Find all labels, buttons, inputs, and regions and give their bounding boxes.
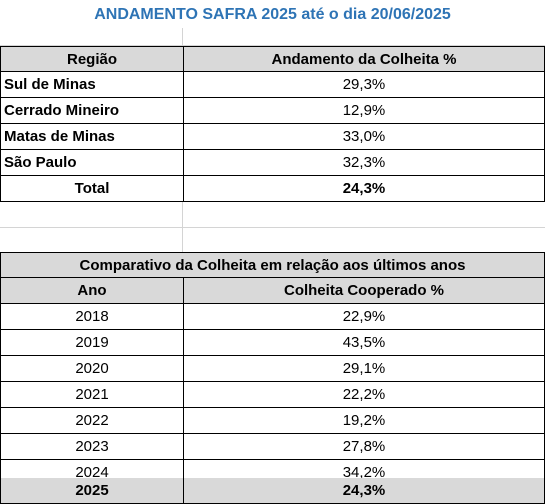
region-progress: 32,3%	[183, 150, 545, 176]
table-row: Sul de Minas 29,3%	[0, 72, 545, 98]
region-column-header: Região	[0, 46, 183, 72]
total-label: Total	[0, 176, 183, 202]
region-progress: 29,3%	[183, 72, 545, 98]
comparison-header-row: Ano Colheita Cooperado %	[0, 278, 545, 304]
year: 2019	[0, 330, 183, 356]
region-name: Matas de Minas	[0, 124, 183, 150]
total-row: Total 24,3%	[0, 176, 545, 202]
year: 2023	[0, 434, 183, 460]
region-name: Cerrado Mineiro	[0, 98, 183, 124]
total-value: 24,3%	[183, 176, 545, 202]
page-title: ANDAMENTO SAFRA 2025 até o dia 20/06/202…	[94, 6, 451, 23]
comparison-title: Comparativo da Colheita em relação aos ú…	[0, 252, 545, 278]
current-year: 2025	[0, 478, 183, 504]
year: 2021	[0, 382, 183, 408]
harvest-value: 22,2%	[183, 382, 545, 408]
harvest-value: 29,1%	[183, 356, 545, 382]
blank-row	[0, 28, 545, 46]
region-name: Sul de Minas	[0, 72, 183, 98]
table-row: 2022 19,2%	[0, 408, 545, 434]
comparison-title-row: Comparativo da Colheita em relação aos ú…	[0, 252, 545, 278]
table-row: 2018 22,9%	[0, 304, 545, 330]
region-progress: 33,0%	[183, 124, 545, 150]
table-row: 2021 22,2%	[0, 382, 545, 408]
table-row: 2019 43,5%	[0, 330, 545, 356]
harvest-value: 19,2%	[183, 408, 545, 434]
year: 2018	[0, 304, 183, 330]
harvest-value: 27,8%	[183, 434, 545, 460]
harvest-value: 43,5%	[183, 330, 545, 356]
current-year-row: 2025 24,3%	[0, 478, 545, 504]
harvest-value: 22,9%	[183, 304, 545, 330]
blank-row	[0, 202, 545, 228]
table-row: São Paulo 32,3%	[0, 150, 545, 176]
year: 2022	[0, 408, 183, 434]
year: 2020	[0, 356, 183, 382]
table-row: 2023 27,8%	[0, 434, 545, 460]
region-progress: 12,9%	[183, 98, 545, 124]
blank-row	[0, 228, 545, 252]
region-name: São Paulo	[0, 150, 183, 176]
table-row: Cerrado Mineiro 12,9%	[0, 98, 545, 124]
table-row: Matas de Minas 33,0%	[0, 124, 545, 150]
progress-column-header: Andamento da Colheita %	[183, 46, 545, 72]
harvest-column-header: Colheita Cooperado %	[183, 278, 545, 304]
year-column-header: Ano	[0, 278, 183, 304]
regions-header-row: Região Andamento da Colheita %	[0, 46, 545, 72]
current-harvest-value: 24,3%	[183, 478, 545, 504]
title-row: ANDAMENTO SAFRA 2025 até o dia 20/06/202…	[0, 2, 545, 28]
table-row: 2020 29,1%	[0, 356, 545, 382]
